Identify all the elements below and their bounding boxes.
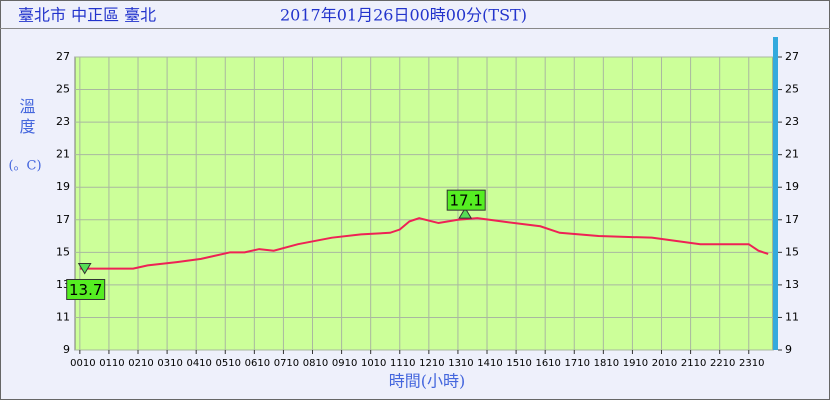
x-tick-label: 0810 bbox=[303, 358, 328, 369]
x-tick-label: 1610 bbox=[535, 358, 560, 369]
x-tick-label: 2310 bbox=[739, 358, 764, 369]
x-tick-label: 0110 bbox=[99, 358, 124, 369]
y-tick-label: 17 bbox=[56, 213, 70, 226]
y2-tick-label: 15 bbox=[785, 245, 799, 258]
x-tick-label: 0510 bbox=[216, 358, 241, 369]
x-tick-label: 2210 bbox=[710, 358, 735, 369]
x-tick-label: 2110 bbox=[681, 358, 706, 369]
temperature-line bbox=[79, 217, 769, 270]
x-tick-label: 1410 bbox=[477, 358, 502, 369]
x-tick-label: 1810 bbox=[594, 358, 619, 369]
extreme-label: 13.7 bbox=[69, 281, 102, 299]
y-tick-label: 19 bbox=[56, 180, 70, 193]
y2-tick-label: 25 bbox=[785, 83, 799, 96]
y-tick-label: 23 bbox=[56, 115, 70, 128]
x-tick-label: 0610 bbox=[245, 358, 270, 369]
y-tick-label: 21 bbox=[56, 148, 70, 161]
y2-tick-label: 23 bbox=[785, 115, 799, 128]
x-tick-label: 0210 bbox=[128, 358, 153, 369]
y-tick-label: 15 bbox=[56, 245, 70, 258]
x-tick-label: 1510 bbox=[506, 358, 531, 369]
y2-tick-label: 9 bbox=[785, 343, 792, 356]
location: 臺北市 中正區 臺北 bbox=[18, 6, 156, 25]
x-tick-label: 2010 bbox=[652, 358, 677, 369]
x-tick-label: 1210 bbox=[419, 358, 444, 369]
x-tick-label: 0010 bbox=[70, 358, 95, 369]
x-tick-label: 1910 bbox=[623, 358, 648, 369]
y-tick-label: 9 bbox=[63, 343, 70, 356]
y-tick-label: 25 bbox=[56, 83, 70, 96]
extreme-box bbox=[66, 278, 106, 300]
side-strip bbox=[773, 37, 778, 350]
y2-tick-label: 21 bbox=[785, 148, 799, 161]
x-tick-label: 0310 bbox=[157, 358, 182, 369]
extreme-marker bbox=[77, 262, 92, 275]
x-tick-label: 1010 bbox=[361, 358, 386, 369]
extreme-box bbox=[446, 189, 486, 211]
y2-tick-label: 17 bbox=[785, 213, 799, 226]
extreme-label: 17.1 bbox=[449, 192, 482, 210]
x-tick-label: 0910 bbox=[332, 358, 357, 369]
plot-area bbox=[74, 56, 774, 351]
y2-tick-label: 19 bbox=[785, 180, 799, 193]
extreme-marker bbox=[458, 207, 473, 219]
x-tick-label: 1710 bbox=[565, 358, 590, 369]
y2-tick-label: 11 bbox=[785, 310, 799, 323]
x-axis-title: 時間(小時) bbox=[389, 372, 466, 391]
time-title: 2017年01月26日00時00分(TST) bbox=[280, 6, 527, 25]
y2-tick-label: 13 bbox=[785, 278, 799, 291]
y-tick-label: 11 bbox=[56, 310, 70, 323]
x-tick-label: 0410 bbox=[186, 358, 211, 369]
y2-tick-label: 27 bbox=[785, 50, 799, 63]
y-tick-label: 27 bbox=[56, 50, 70, 63]
y-axis-unit: (。C) bbox=[8, 159, 41, 174]
x-tick-label: 1310 bbox=[448, 358, 473, 369]
y-axis-title: 溫度 bbox=[17, 98, 36, 138]
x-tick-label: 0710 bbox=[274, 358, 299, 369]
x-tick-label: 1110 bbox=[390, 358, 415, 369]
